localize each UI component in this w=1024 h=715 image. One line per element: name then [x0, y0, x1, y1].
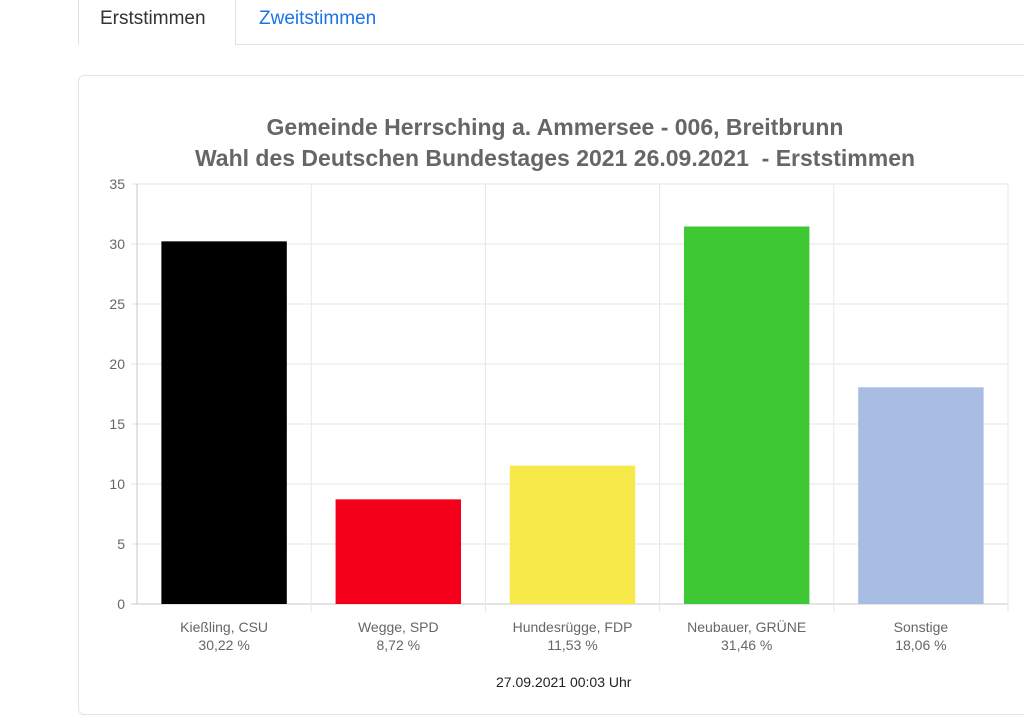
chart-subtitle: Wahl des Deutschen Bundestages 2021 26.0… — [195, 145, 915, 171]
y-tick-label: 10 — [109, 476, 125, 492]
x-tick-label: Wegge, SPD — [358, 619, 439, 635]
y-tick-label: 25 — [109, 296, 125, 312]
x-tick-label: Sonstige — [894, 619, 949, 635]
chart-title: Gemeinde Herrsching a. Ammersee - 006, B… — [267, 114, 844, 140]
value-label: 18,06 % — [895, 637, 946, 653]
y-tick-label: 20 — [109, 356, 125, 372]
bar-4 — [683, 226, 810, 605]
bar-3 — [509, 465, 636, 604]
bar-chart: Gemeinde Herrsching a. Ammersee - 006, B… — [109, 114, 1009, 653]
x-tick-label: Neubauer, GRÜNE — [687, 618, 806, 635]
y-tick-label: 5 — [117, 536, 125, 552]
y-tick-label: 30 — [109, 236, 125, 252]
bar-5 — [858, 387, 984, 604]
x-tick-label: Kießling, CSU — [180, 619, 268, 635]
tab-bar: Erststimmen Zweitstimmen — [78, 0, 1024, 45]
y-tick-label: 35 — [109, 176, 125, 192]
tab-zweitstimmen[interactable]: Zweitstimmen — [259, 8, 377, 29]
y-tick-label: 15 — [109, 416, 125, 432]
x-tick-label: Hundesrügge, FDP — [513, 619, 633, 635]
bar-2 — [335, 499, 462, 604]
timestamp: 27.09.2021 00:03 Uhr — [496, 674, 632, 690]
y-tick-label: 0 — [117, 596, 125, 612]
value-label: 30,22 % — [198, 637, 249, 653]
tab-erststimmen[interactable]: Erststimmen — [78, 0, 236, 45]
value-label: 31,46 % — [721, 637, 772, 653]
bar-1 — [161, 241, 287, 605]
value-label: 11,53 % — [547, 637, 597, 653]
value-label: 8,72 % — [377, 637, 421, 653]
